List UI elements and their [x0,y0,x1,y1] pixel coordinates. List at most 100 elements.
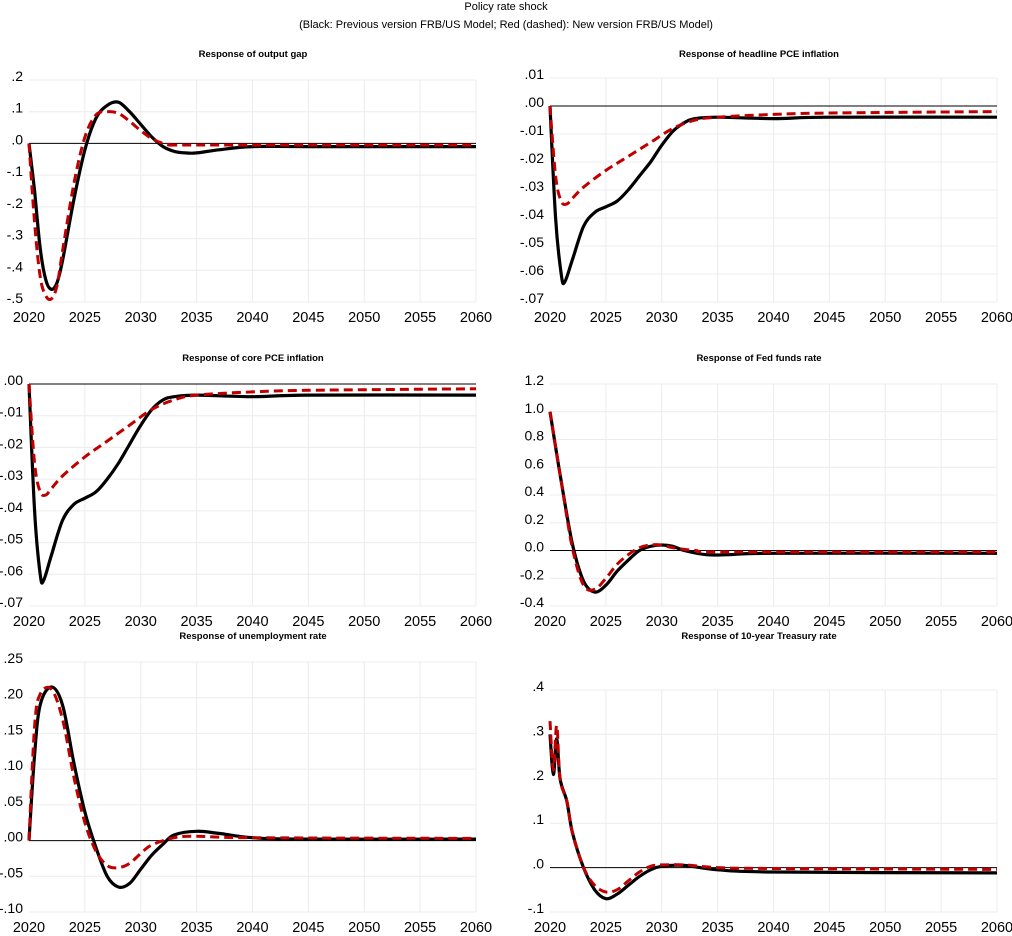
y-tick-label: -.4 [7,258,24,274]
x-tick-label: 2020 [13,920,45,936]
x-tick-label: 2060 [981,920,1012,936]
previous-model-line [27,685,477,889]
chart-panel: .2 .1 .0 -.1 -.2 -.3 -.4 -.5 2020 2025 2030 2035 204… [0,15,506,355]
y-tick-label: 0.8 [525,428,545,444]
x-tick-label: 2035 [701,310,733,326]
x-tick-label: 2040 [757,310,789,326]
y-tick-label: 1.0 [525,400,545,416]
new-model-line [548,411,998,592]
x-tick-label: 2040 [236,614,268,630]
x-tick-label: 2040 [236,920,268,936]
x-tick-label: 2050 [869,310,901,326]
x-tick-label: 2055 [404,614,436,630]
chart-plot: .4 .3 .2 .1 .0 -.1 2020 2025 2030 2035 2040 2045 205… [528,678,1012,936]
y-tick-label: -.1 [528,900,545,916]
chart-title: Response of 10-year Treasury rate [681,631,837,642]
x-tick-label: 2050 [869,920,901,936]
x-tick-label: 2035 [701,920,733,936]
chart-panel: .00 -.01 -.02 -.03 -.04 -.05 -.06 -.07 2020 2025 2… [0,319,506,659]
x-tick-label: 2030 [125,920,157,936]
chart-plot: .00 -.01 -.02 -.03 -.04 -.05 -.06 -.07 2020 2025 2… [0,372,492,630]
y-tick-label: -.05 [0,531,23,547]
chart-plot: 1.2 1.0 0.8 0.6 0.4 0.2 0.0 -0.2 -0.4 2020 2025 203… [520,372,1012,630]
x-tick-label: 2025 [590,310,622,326]
chart-plot: .01 .00 -.01 -.02 -.03 -.04 -.05 -.06 -.07 2020 20… [520,66,1012,326]
x-tick-label: 2025 [590,920,622,936]
x-tick-label: 2050 [348,920,380,936]
y-tick-label: .25 [4,650,24,666]
x-tick-label: 2025 [590,614,622,630]
x-tick-label: 2055 [925,920,957,936]
previous-model-line [27,100,476,291]
x-tick-label: 2035 [180,920,212,936]
y-tick-label: .01 [525,66,545,82]
chart-panel: .25 .20 .15 .10 .05 .00 -.05 -.10 2020 2025 2030 20… [0,597,506,936]
y-tick-label: 0.0 [525,539,545,555]
y-tick-label: .00 [4,372,24,388]
y-tick-label: .00 [4,829,24,845]
y-tick-label: .10 [4,757,24,773]
x-tick-label: 2060 [981,310,1012,326]
new-model-line [27,383,477,498]
x-tick-label: 2020 [534,614,566,630]
y-tick-label: -.02 [0,435,23,451]
y-tick-label: -.5 [7,290,24,306]
x-tick-label: 2050 [348,614,380,630]
y-tick-label: .15 [4,721,24,737]
chart-panel: .01 .00 -.01 -.02 -.03 -.04 -.05 -.06 -.07 2020 20… [506,15,1012,355]
y-tick-label: .0 [11,131,23,147]
x-tick-label: 2060 [460,614,492,630]
x-tick-label: 2030 [125,310,157,326]
chart-panel: 1.2 1.0 0.8 0.6 0.4 0.2 0.0 -0.2 -0.4 2020 2025 203… [506,319,1012,659]
y-tick-label: -.10 [0,900,23,916]
chart-panel: .4 .3 .2 .1 .0 -.1 2020 2025 2030 2035 2040 2045 205… [506,597,1012,936]
y-tick-label: .00 [525,94,545,110]
chart-title: Response of headline PCE inflation [679,49,839,60]
x-tick-label: 2060 [981,614,1012,630]
y-tick-label: -0.2 [520,566,544,582]
x-tick-label: 2020 [13,310,45,326]
previous-model-line [548,411,998,594]
chart-title: Response of unemployment rate [179,631,327,642]
figure-title: Policy rate shock [464,1,548,13]
y-tick-label: 0.2 [525,511,545,527]
y-tick-label: -.04 [520,206,544,222]
y-tick-label: -.07 [0,594,23,610]
chart-title: Response of Fed funds rate [696,353,822,364]
y-tick-label: .05 [4,793,24,809]
figure-subtitle: (Black: Previous version FRB/US Model; R… [299,19,713,31]
x-tick-label: 2045 [292,310,324,326]
y-tick-label: .3 [532,722,544,738]
x-tick-label: 2040 [757,614,789,630]
y-tick-label: -.1 [7,163,24,179]
y-tick-label: -.06 [520,262,544,278]
chart-plot: .25 .20 .15 .10 .05 .00 -.05 -.10 2020 2025 2030 20… [0,650,492,936]
y-tick-label: .2 [532,767,544,783]
new-model-line [548,720,998,894]
y-tick-label: -.03 [0,467,23,483]
y-tick-label: .1 [11,100,23,116]
x-tick-label: 2045 [292,614,324,630]
x-tick-label: 2035 [180,310,212,326]
y-tick-label: .20 [4,686,24,702]
x-tick-label: 2055 [404,310,436,326]
y-tick-label: -.01 [520,122,544,138]
x-tick-label: 2050 [869,614,901,630]
chart-title: Response of core PCE inflation [182,353,324,364]
y-tick-label: -0.4 [520,594,544,610]
y-tick-label: 0.6 [525,455,545,471]
x-tick-label: 2035 [180,614,212,630]
x-tick-label: 2020 [534,310,566,326]
previous-model-line [27,383,477,585]
x-tick-label: 2050 [348,310,380,326]
chart-plot: .2 .1 .0 -.1 -.2 -.3 -.4 -.5 2020 2025 2030 2035 204… [7,68,492,326]
y-tick-label: 0.4 [525,483,545,499]
x-tick-label: 2040 [757,920,789,936]
y-tick-label: .1 [532,811,544,827]
y-tick-label: .0 [532,856,544,872]
chart-title: Response of output gap [198,49,308,60]
x-tick-label: 2055 [404,920,436,936]
y-tick-label: -.01 [0,404,23,420]
y-tick-label: .4 [532,678,544,694]
x-tick-label: 2020 [534,920,566,936]
